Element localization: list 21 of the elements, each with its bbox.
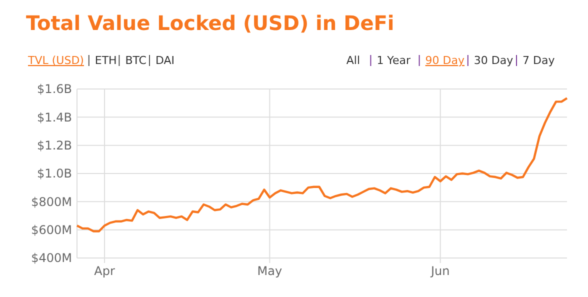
y-tick-label: $1.2B	[37, 138, 72, 153]
text: 90 Day	[425, 54, 466, 67]
x-tick-label: May	[257, 264, 282, 278]
text: ETH	[94, 54, 117, 67]
y-tick-label: $400M	[31, 251, 72, 266]
text: 30 Day	[474, 54, 514, 67]
chart-title: Total Value Locked (USD) in DeFi	[26, 11, 394, 35]
line-series	[76, 97, 568, 232]
text: TVL (USD)	[27, 54, 84, 67]
y-tick-label: $800M	[31, 194, 72, 209]
text: 1 Year	[376, 54, 411, 67]
text: DAI	[156, 54, 175, 67]
x-tick-label: Jun	[430, 264, 450, 278]
y-tick-label: $1.0B	[37, 166, 72, 181]
x-tick-label: Apr	[94, 264, 115, 278]
text: BTC	[125, 54, 147, 67]
text: 7 Day	[522, 54, 556, 67]
y-tick-label: $600M	[31, 223, 72, 238]
text: All	[346, 54, 360, 67]
y-tick-label: $1.4B	[37, 110, 72, 124]
y-tick-label: $1.6B	[37, 82, 72, 96]
